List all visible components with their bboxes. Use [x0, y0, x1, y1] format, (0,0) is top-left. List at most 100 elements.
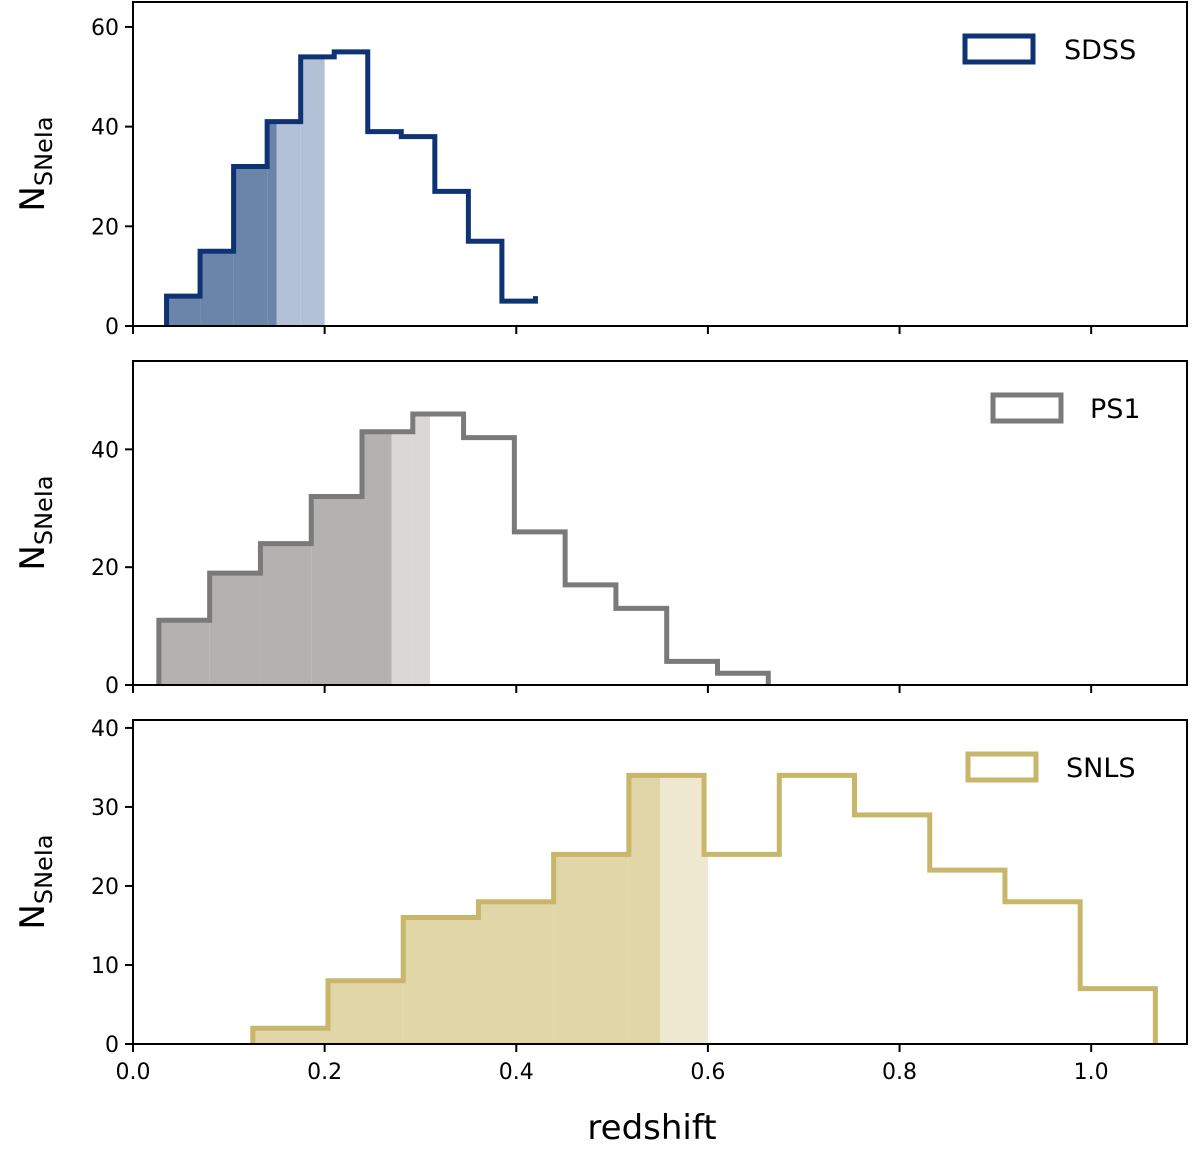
sdss-shade-dark-bin — [233, 166, 268, 326]
panel-sdss: NSNeIa SDSS 0 20 40 60 — [13, 1, 1188, 340]
sdss-y-axis-label: NSNeIa — [13, 116, 58, 211]
snls-histogram-outline — [250, 772, 1158, 1044]
sdss-y-tick-label: 0 — [105, 315, 119, 340]
snls-shade-dark-bin — [403, 917, 479, 1044]
sdss-histogram-bar — [301, 57, 335, 326]
sdss-plot-area — [164, 49, 538, 326]
snls-shade-light-bin — [660, 775, 705, 1044]
ps1-legend-swatch — [990, 392, 1064, 424]
ps1-histogram-bar — [210, 573, 261, 685]
snls-plot-area — [250, 772, 1158, 1044]
snls-y-axis-label: NSNeIa — [13, 834, 58, 929]
ps1-histogram-bar — [311, 496, 362, 685]
x-tick-label: 1.0 — [1074, 1060, 1109, 1085]
sdss-legend: SDSS — [962, 33, 1136, 66]
sdss-y-tick-label: 60 — [91, 16, 119, 41]
ps1-histogram-bar — [616, 608, 667, 685]
snls-histogram-bar — [253, 1028, 328, 1044]
sdss-histogram-bar — [435, 191, 469, 326]
ps1-shade-dark-bin — [311, 496, 363, 685]
sdss-histogram-bar — [468, 241, 502, 326]
snls-histogram-bar — [1080, 989, 1155, 1044]
snls-legend: SNLS — [965, 751, 1136, 784]
ps1-histogram-bar — [717, 673, 768, 685]
sdss-histogram-outline — [164, 49, 538, 326]
snls-shade-dark-bin — [628, 775, 660, 1044]
snls-histogram-bar — [704, 854, 779, 1044]
ps1-histogram-outline — [156, 411, 771, 685]
snls-y-tick-label: 20 — [91, 875, 119, 900]
sdss-shade-dark-bin — [267, 121, 277, 326]
ps1-shade-light-bin — [412, 414, 431, 685]
ps1-shade-dark-bin — [362, 431, 392, 685]
ps1-histogram-bar — [464, 438, 515, 685]
ps1-histogram-bar — [362, 432, 413, 685]
snls-shade-light-bin — [704, 854, 708, 1044]
x-tick-label: 0.8 — [882, 1060, 917, 1085]
ps1-shade-light-bin — [391, 431, 413, 685]
ps1-shade-dark-bin — [209, 573, 261, 685]
sdss-shade-dark-bin — [166, 296, 201, 326]
snls-legend-swatch — [965, 751, 1039, 783]
sdss-histogram-bar — [401, 137, 435, 326]
sdss-shade-light-bin — [276, 121, 301, 326]
snls-legend-label: SNLS — [1066, 753, 1136, 784]
snls-shade-dark-bin — [553, 854, 629, 1044]
ps1-histogram-bar — [260, 544, 311, 685]
sdss-histogram-bar — [200, 251, 234, 326]
snls-shade-dark-bin — [252, 1028, 328, 1044]
x-tick-label: 0.2 — [307, 1060, 342, 1085]
snls-shade-dark-bin — [327, 980, 404, 1044]
sdss-histogram-bar — [502, 301, 536, 326]
ps1-plot-area — [156, 411, 771, 685]
sdss-histogram-bar — [267, 122, 301, 326]
ps1-histogram-bar — [565, 585, 616, 685]
snls-histogram-bar — [554, 854, 629, 1044]
ps1-shade-dark-bin — [260, 543, 312, 685]
snls-histogram-bar — [855, 815, 930, 1044]
snls-axes-frame — [132, 719, 1188, 1045]
ps1-y-tick-label: 0 — [105, 674, 119, 699]
snls-y-tick-label: 40 — [91, 717, 119, 742]
x-tick-label: 0.4 — [499, 1060, 534, 1085]
snls-histogram-bar — [1005, 902, 1080, 1044]
snls-histogram-bar — [779, 775, 854, 1044]
ps1-histogram-bar — [514, 532, 565, 685]
sdss-legend-swatch — [962, 33, 1036, 65]
snls-y-tick-label: 0 — [105, 1033, 119, 1058]
ps1-shade-dark-bin — [158, 620, 210, 685]
panel-snls: NSNeIa SNLS 0 10 20 30 40 — [13, 717, 1188, 1058]
sdss-axes-frame — [132, 1, 1188, 327]
x-axis-label: redshift — [587, 1108, 716, 1148]
ps1-histogram-bar — [413, 414, 464, 685]
snls-y-tick-label: 30 — [91, 796, 119, 821]
sdss-legend-label: SDSS — [1064, 35, 1136, 66]
ps1-histogram-bar — [667, 661, 718, 685]
ps1-axes-frame — [132, 360, 1188, 686]
sdss-y-tick-label: 40 — [91, 116, 119, 141]
sdss-histogram-bar — [167, 296, 201, 326]
ps1-y-tick-label: 20 — [91, 556, 119, 581]
sdss-histogram-bar — [234, 166, 268, 326]
ps1-legend-label: PS1 — [1090, 394, 1141, 425]
snls-y-tick-label: 10 — [91, 954, 119, 979]
x-tick-label: 0.0 — [116, 1060, 151, 1085]
panel-ps1: NSNeIa PS1 0 20 40 — [13, 360, 1188, 699]
snls-histogram-bar — [328, 981, 403, 1044]
x-tick-label: 0.6 — [690, 1060, 725, 1085]
snls-histogram-bar — [478, 902, 553, 1044]
ps1-histogram-bar — [159, 620, 210, 685]
snls-histogram-bar — [930, 870, 1005, 1044]
snls-histogram-bar — [403, 918, 478, 1044]
sdss-y-tick-label: 20 — [91, 215, 119, 240]
ps1-y-tick-label: 40 — [91, 438, 119, 463]
snls-shade-dark-bin — [478, 901, 554, 1044]
sdss-shade-dark-bin — [200, 251, 234, 326]
sdss-shade-light-bin — [300, 56, 325, 326]
ps1-y-axis-label: NSNeIa — [13, 475, 58, 570]
snls-histogram-bar — [629, 775, 704, 1044]
ps1-legend: PS1 — [990, 392, 1141, 425]
sdss-histogram-bar — [334, 52, 368, 326]
sdss-histogram-bar — [368, 132, 402, 326]
